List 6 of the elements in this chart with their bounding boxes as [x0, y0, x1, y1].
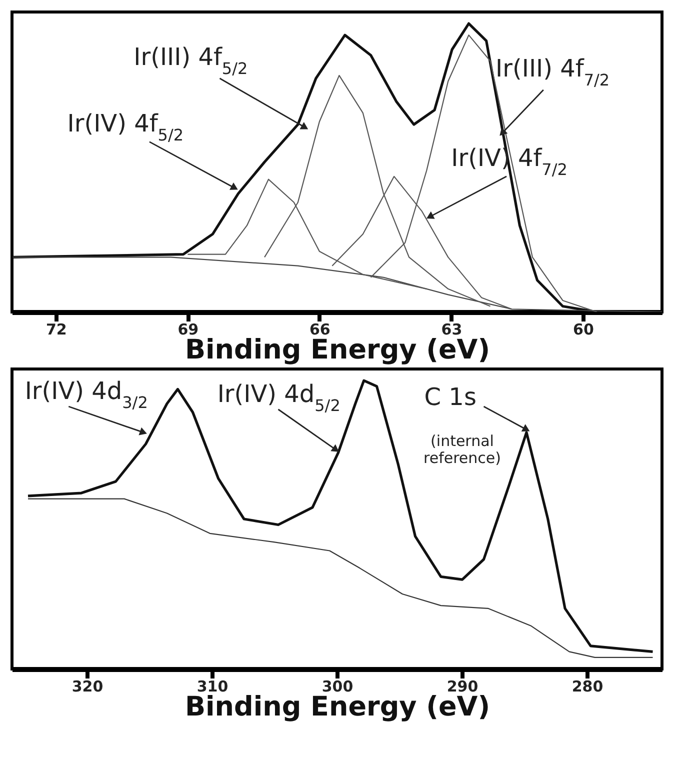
- annotation: C 1s: [424, 382, 476, 411]
- x-tick-label: 280: [572, 678, 604, 696]
- x-tick-label: 72: [46, 320, 67, 338]
- annotation: (internal reference): [424, 432, 501, 468]
- x-tick-label: 60: [573, 320, 594, 338]
- x-tick-label: 320: [72, 678, 104, 696]
